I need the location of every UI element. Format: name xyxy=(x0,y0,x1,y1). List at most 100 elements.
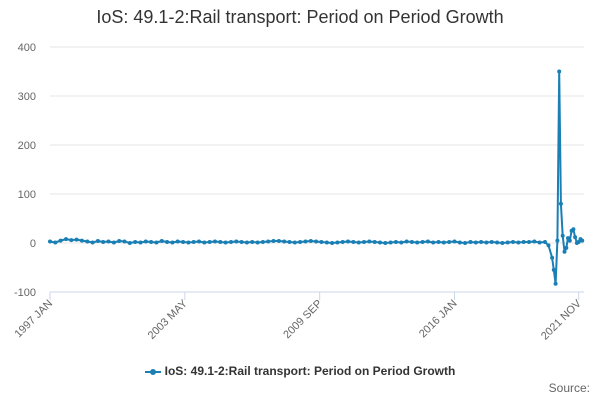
data-point[interactable] xyxy=(511,240,515,244)
data-point[interactable] xyxy=(117,239,122,243)
data-point[interactable] xyxy=(372,240,377,244)
data-point[interactable] xyxy=(473,240,478,245)
data-point[interactable] xyxy=(223,240,228,245)
data-point[interactable] xyxy=(479,240,484,244)
data-point[interactable] xyxy=(159,239,164,243)
data-point[interactable] xyxy=(239,240,244,244)
data-point[interactable] xyxy=(409,240,414,244)
data-point[interactable] xyxy=(133,240,138,244)
data-point[interactable] xyxy=(271,239,276,243)
data-point[interactable] xyxy=(266,239,271,244)
data-point[interactable] xyxy=(101,240,106,244)
data-point[interactable] xyxy=(292,240,297,245)
data-point[interactable] xyxy=(229,240,233,244)
data-point[interactable] xyxy=(546,243,551,248)
data-point[interactable] xyxy=(463,241,468,245)
data-point[interactable] xyxy=(181,240,186,244)
data-point[interactable] xyxy=(555,238,560,243)
data-point[interactable] xyxy=(244,240,249,245)
data-point[interactable] xyxy=(452,239,457,244)
data-point[interactable] xyxy=(580,238,585,243)
data-point[interactable] xyxy=(551,267,556,272)
data-point[interactable] xyxy=(560,233,565,238)
data-point[interactable] xyxy=(74,237,79,242)
data-point[interactable] xyxy=(324,240,329,245)
data-point[interactable] xyxy=(362,240,366,244)
data-point[interactable] xyxy=(484,240,489,245)
data-point[interactable] xyxy=(218,240,223,244)
data-point[interactable] xyxy=(122,239,127,244)
data-point[interactable] xyxy=(213,239,217,244)
data-point[interactable] xyxy=(127,241,132,245)
data-point[interactable] xyxy=(207,240,212,244)
data-point[interactable] xyxy=(234,239,239,244)
data-point[interactable] xyxy=(319,240,324,244)
data-point[interactable] xyxy=(562,249,567,254)
data-point[interactable] xyxy=(441,240,446,245)
data-point[interactable] xyxy=(489,240,494,244)
data-point[interactable] xyxy=(436,240,441,244)
data-point[interactable] xyxy=(557,69,562,74)
data-point[interactable] xyxy=(282,239,287,244)
data-point[interactable] xyxy=(95,239,100,243)
data-point[interactable] xyxy=(356,240,361,245)
data-point[interactable] xyxy=(393,240,398,244)
data-point[interactable] xyxy=(521,240,526,244)
data-point[interactable] xyxy=(447,240,452,244)
data-point[interactable] xyxy=(404,239,409,244)
data-point[interactable] xyxy=(573,235,578,240)
data-point[interactable] xyxy=(143,239,148,244)
data-point[interactable] xyxy=(175,239,180,244)
data-point[interactable] xyxy=(79,238,84,243)
data-point[interactable] xyxy=(154,240,159,245)
data-point[interactable] xyxy=(576,240,581,244)
data-point[interactable] xyxy=(303,239,308,244)
data-point[interactable] xyxy=(558,201,563,206)
data-point[interactable] xyxy=(197,239,201,244)
data-point[interactable] xyxy=(191,240,196,244)
data-point[interactable] xyxy=(516,240,521,245)
data-point[interactable] xyxy=(383,241,388,245)
data-point[interactable] xyxy=(287,240,292,244)
data-point[interactable] xyxy=(564,245,569,250)
data-point[interactable] xyxy=(367,239,372,244)
data-point[interactable] xyxy=(298,240,303,244)
data-point[interactable] xyxy=(170,240,175,245)
data-point[interactable] xyxy=(532,239,537,244)
data-point[interactable] xyxy=(85,239,90,244)
data-point[interactable] xyxy=(468,240,473,244)
data-point[interactable] xyxy=(399,240,404,245)
data-point[interactable] xyxy=(505,240,510,245)
data-point[interactable] xyxy=(260,240,265,244)
data-point[interactable] xyxy=(202,240,207,245)
data-point[interactable] xyxy=(340,240,345,244)
data-point[interactable] xyxy=(527,240,531,244)
data-point[interactable] xyxy=(415,240,420,245)
data-point[interactable] xyxy=(53,240,58,245)
data-point[interactable] xyxy=(335,240,340,245)
data-point[interactable] xyxy=(165,240,170,244)
data-point[interactable] xyxy=(420,240,425,244)
data-point[interactable] xyxy=(550,255,555,260)
legend[interactable]: IoS: 49.1-2:Rail transport: Period on Pe… xyxy=(0,364,600,378)
data-point[interactable] xyxy=(378,240,382,245)
data-point[interactable] xyxy=(314,239,319,244)
data-point[interactable] xyxy=(388,240,393,245)
data-point[interactable] xyxy=(495,240,500,245)
data-point[interactable] xyxy=(308,239,313,243)
data-point[interactable] xyxy=(276,239,281,243)
data-point[interactable] xyxy=(111,240,116,245)
data-point[interactable] xyxy=(64,237,68,242)
data-point[interactable] xyxy=(425,239,430,244)
data-point[interactable] xyxy=(431,240,436,245)
data-point[interactable] xyxy=(90,240,95,245)
data-point[interactable] xyxy=(106,239,111,244)
data-point[interactable] xyxy=(553,281,558,286)
data-point[interactable] xyxy=(330,241,335,245)
data-point[interactable] xyxy=(351,240,356,244)
series-line[interactable] xyxy=(49,70,584,285)
data-point[interactable] xyxy=(543,240,547,244)
data-point[interactable] xyxy=(186,240,191,245)
data-point[interactable] xyxy=(58,238,63,243)
data-point[interactable] xyxy=(48,239,52,244)
